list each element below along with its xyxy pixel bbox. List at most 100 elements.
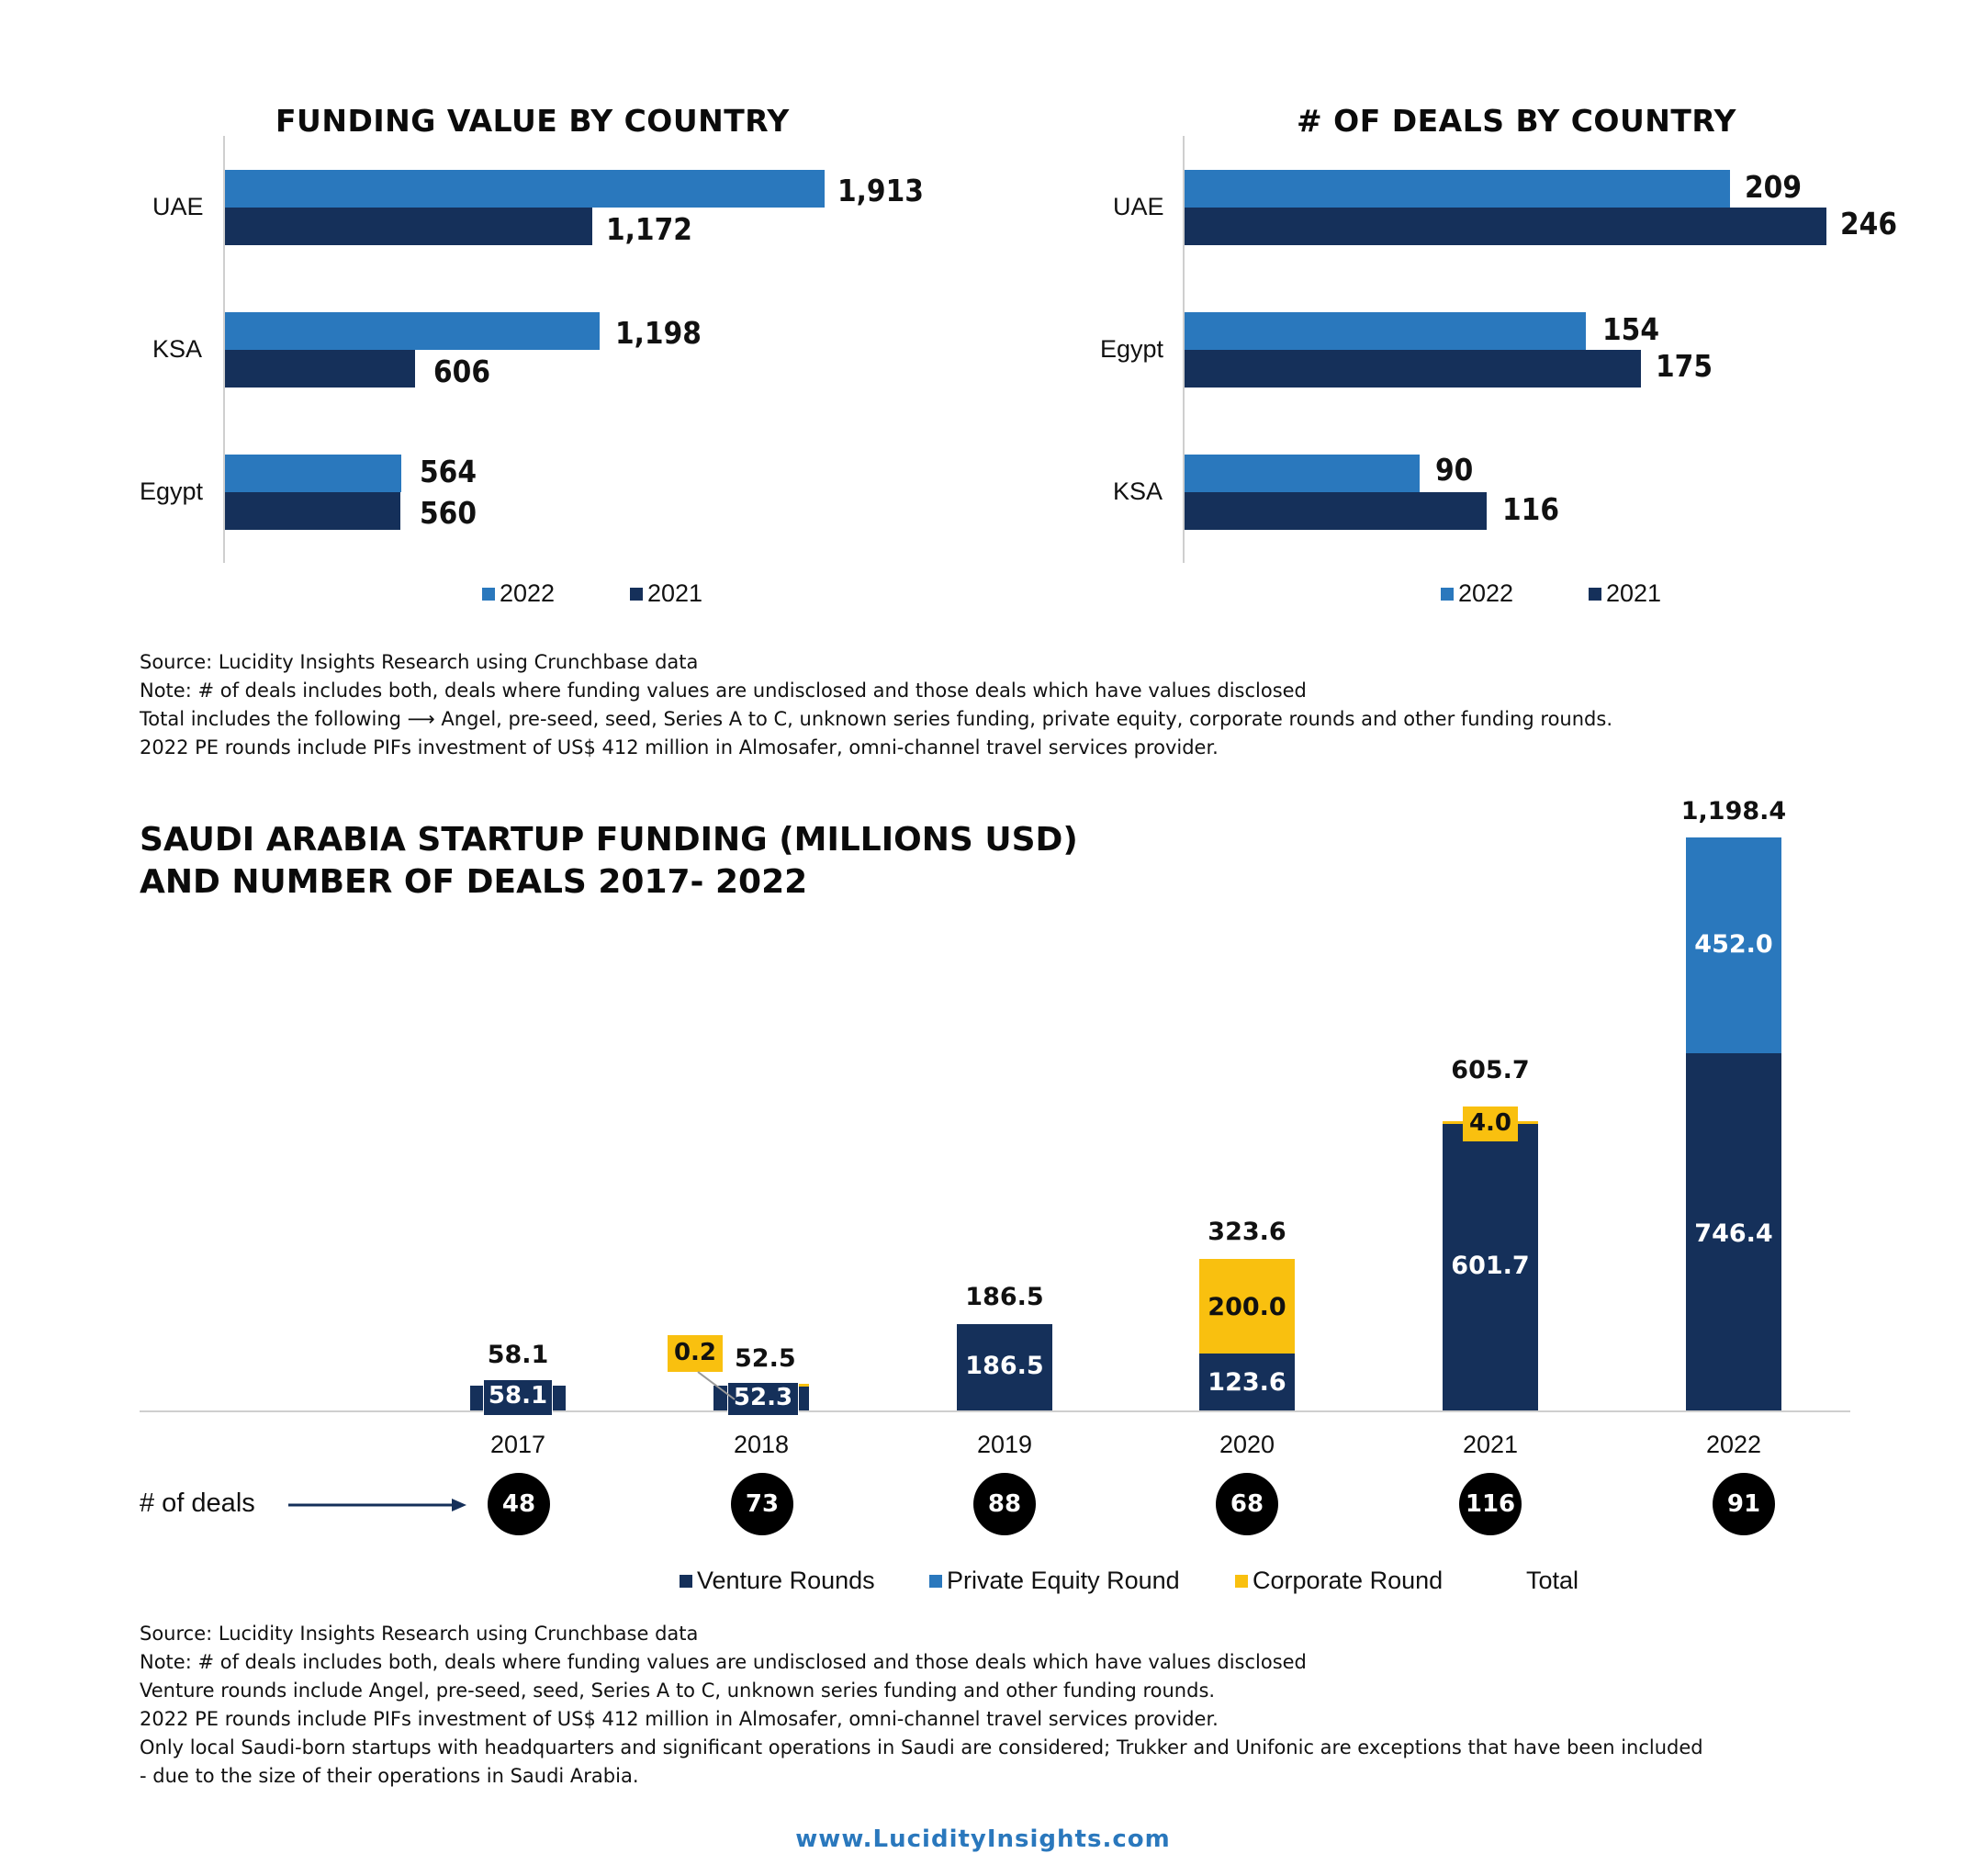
- funding-label-egypt-2022: 564: [420, 454, 477, 489]
- year-label-2017: 2017: [489, 1431, 546, 1458]
- note-line: Source: Lucidity Insights Research using…: [140, 1623, 699, 1645]
- funding-bar-uae-2022: [225, 170, 825, 208]
- year-label-2019: 2019: [976, 1431, 1033, 1458]
- bar-2022-pe: [1686, 837, 1781, 1053]
- seglabel-2021-venture: 601.7: [1451, 1252, 1530, 1280]
- funding-label-uae-2022: 1,913: [837, 173, 924, 208]
- deals-label-ksa-2022: 90: [1435, 452, 1474, 488]
- note-line: 2022 PE rounds include PIFs investment o…: [140, 736, 1219, 758]
- saudi-baseline: [140, 1410, 1850, 1412]
- deals-bar-uae-2021: [1185, 208, 1826, 245]
- note-line: Note: # of deals includes both, deals wh…: [140, 680, 1307, 702]
- deals-axis-line: [1183, 136, 1185, 563]
- deals-bar-ksa-2021: [1185, 492, 1487, 530]
- total-2020: 323.6: [1208, 1218, 1286, 1246]
- saudi-chart-title: SAUDI ARABIA STARTUP FUNDING (MILLIONS U…: [140, 819, 1078, 904]
- deals-badge-2019: 88: [973, 1473, 1036, 1535]
- bar-2021-venture: [1443, 1124, 1538, 1410]
- seglabel-2017-venture: 58.1: [488, 1382, 548, 1410]
- seglabel-box-2021-corporate: [1463, 1107, 1518, 1141]
- deals-row-label: # of deals: [140, 1488, 255, 1518]
- funding-label-ksa-2021: 606: [433, 354, 490, 389]
- seglabel-2020-venture: 123.6: [1208, 1368, 1286, 1397]
- deals-badge-2022: 91: [1713, 1473, 1775, 1535]
- saudi-title-line1: SAUDI ARABIA STARTUP FUNDING (MILLIONS U…: [140, 821, 1078, 859]
- deals-cat-uae: UAE: [1113, 193, 1164, 220]
- footer-url[interactable]: www.LucidityInsights.com: [795, 1825, 1171, 1853]
- seglabel-2020-corporate: 200.0: [1208, 1293, 1286, 1321]
- total-2019: 186.5: [965, 1283, 1044, 1311]
- bar-2018-corporate: [799, 1384, 809, 1387]
- note-line: - due to the size of their operations in…: [140, 1765, 639, 1787]
- funding-label-egypt-2021: 560: [420, 495, 477, 531]
- funding-cat-uae: UAE: [152, 193, 204, 220]
- callout-leader-2018: [697, 1371, 736, 1400]
- year-label-2020: 2020: [1219, 1431, 1275, 1458]
- total-2022: 1,198.4: [1680, 797, 1787, 826]
- bar-2020-venture: [1199, 1354, 1295, 1410]
- callout-box-2018-corporate: [668, 1335, 723, 1372]
- bar-2019-venture: [957, 1324, 1052, 1410]
- funding-legend-2022: 2022: [482, 579, 555, 608]
- funding-cat-ksa: KSA: [152, 335, 203, 363]
- deals-cat-egypt: Egypt: [1100, 335, 1164, 363]
- funding-bar-egypt-2022: [225, 455, 401, 492]
- funding-legend-2021: 2021: [630, 579, 702, 608]
- saudi-legend-pe: Private Equity Round: [929, 1567, 1180, 1595]
- legend-swatch-2022: [1441, 587, 1454, 601]
- note-line: Only local Saudi-born startups with head…: [140, 1736, 1703, 1758]
- notes-bottom: Source: Lucidity Insights Research using…: [140, 1620, 1703, 1791]
- legend-swatch-2021: [1589, 587, 1601, 601]
- seglabel-box-2018-venture: [727, 1382, 799, 1416]
- funding-label-ksa-2022: 1,198: [615, 315, 702, 351]
- deals-bar-ksa-2022: [1185, 455, 1420, 492]
- deals-label-egypt-2022: 154: [1602, 311, 1659, 347]
- deals-badge-2020: 68: [1216, 1473, 1278, 1535]
- saudi-legend-total: Total: [1526, 1567, 1579, 1594]
- funding-axis-line: [223, 136, 225, 563]
- deals-label-ksa-2021: 116: [1502, 491, 1559, 527]
- total-2018: 52.5: [735, 1344, 796, 1373]
- deals-bar-uae-2022: [1185, 170, 1730, 208]
- total-2021: 605.7: [1451, 1056, 1530, 1084]
- deals-badge-2021: 116: [1459, 1473, 1522, 1535]
- funding-bar-uae-2021: [225, 208, 592, 245]
- saudi-title-line2: AND NUMBER OF DEALS 2017- 2022: [140, 863, 808, 901]
- funding-label-uae-2021: 1,172: [606, 211, 692, 247]
- seglabel-box-2017-venture: [483, 1379, 553, 1416]
- seglabel-2021-corporate: 4.0: [1468, 1109, 1512, 1137]
- deals-label-uae-2021: 246: [1840, 206, 1897, 242]
- seglabel-2022-venture: 746.4: [1694, 1219, 1773, 1248]
- deals-cat-ksa: KSA: [1113, 477, 1163, 505]
- note-line: Source: Lucidity Insights Research using…: [140, 651, 699, 673]
- funding-bar-egypt-2021: [225, 492, 400, 530]
- bar-2022-venture: [1686, 1053, 1781, 1410]
- deals-bar-egypt-2021: [1185, 350, 1641, 388]
- legend-swatch-venture: [680, 1574, 692, 1588]
- notes-top: Source: Lucidity Insights Research using…: [140, 648, 1612, 762]
- deals-legend-2022: 2022: [1441, 579, 1513, 608]
- bar-2020-corporate: [1199, 1259, 1295, 1354]
- year-label-2022: 2022: [1705, 1431, 1762, 1458]
- deals-chart-title: # OF DEALS BY COUNTRY: [1297, 103, 1736, 139]
- year-label-2018: 2018: [733, 1431, 790, 1458]
- seglabel-2019-venture: 186.5: [965, 1352, 1044, 1380]
- funding-chart-title: FUNDING VALUE BY COUNTRY: [275, 103, 790, 139]
- total-2017: 58.1: [487, 1341, 549, 1369]
- seglabel-2018-venture: 52.3: [733, 1384, 793, 1411]
- deals-bar-egypt-2022: [1185, 312, 1586, 350]
- funding-bar-ksa-2021: [225, 350, 415, 388]
- legend-swatch-corporate: [1235, 1574, 1248, 1588]
- deals-label-uae-2022: 209: [1745, 169, 1802, 205]
- note-line: 2022 PE rounds include PIFs investment o…: [140, 1708, 1219, 1730]
- deals-badge-2017: 48: [488, 1473, 550, 1535]
- note-line: Total includes the following ⟶ Angel, pr…: [140, 708, 1612, 730]
- saudi-legend-venture: Venture Rounds: [680, 1567, 875, 1595]
- note-line: Note: # of deals includes both, deals wh…: [140, 1651, 1307, 1673]
- deals-label-egypt-2021: 175: [1656, 348, 1713, 384]
- legend-swatch-2021: [630, 587, 643, 601]
- legend-swatch-pe: [929, 1574, 942, 1588]
- deals-badge-2018: 73: [731, 1473, 793, 1535]
- legend-swatch-2022: [482, 587, 495, 601]
- funding-bar-ksa-2022: [225, 312, 600, 350]
